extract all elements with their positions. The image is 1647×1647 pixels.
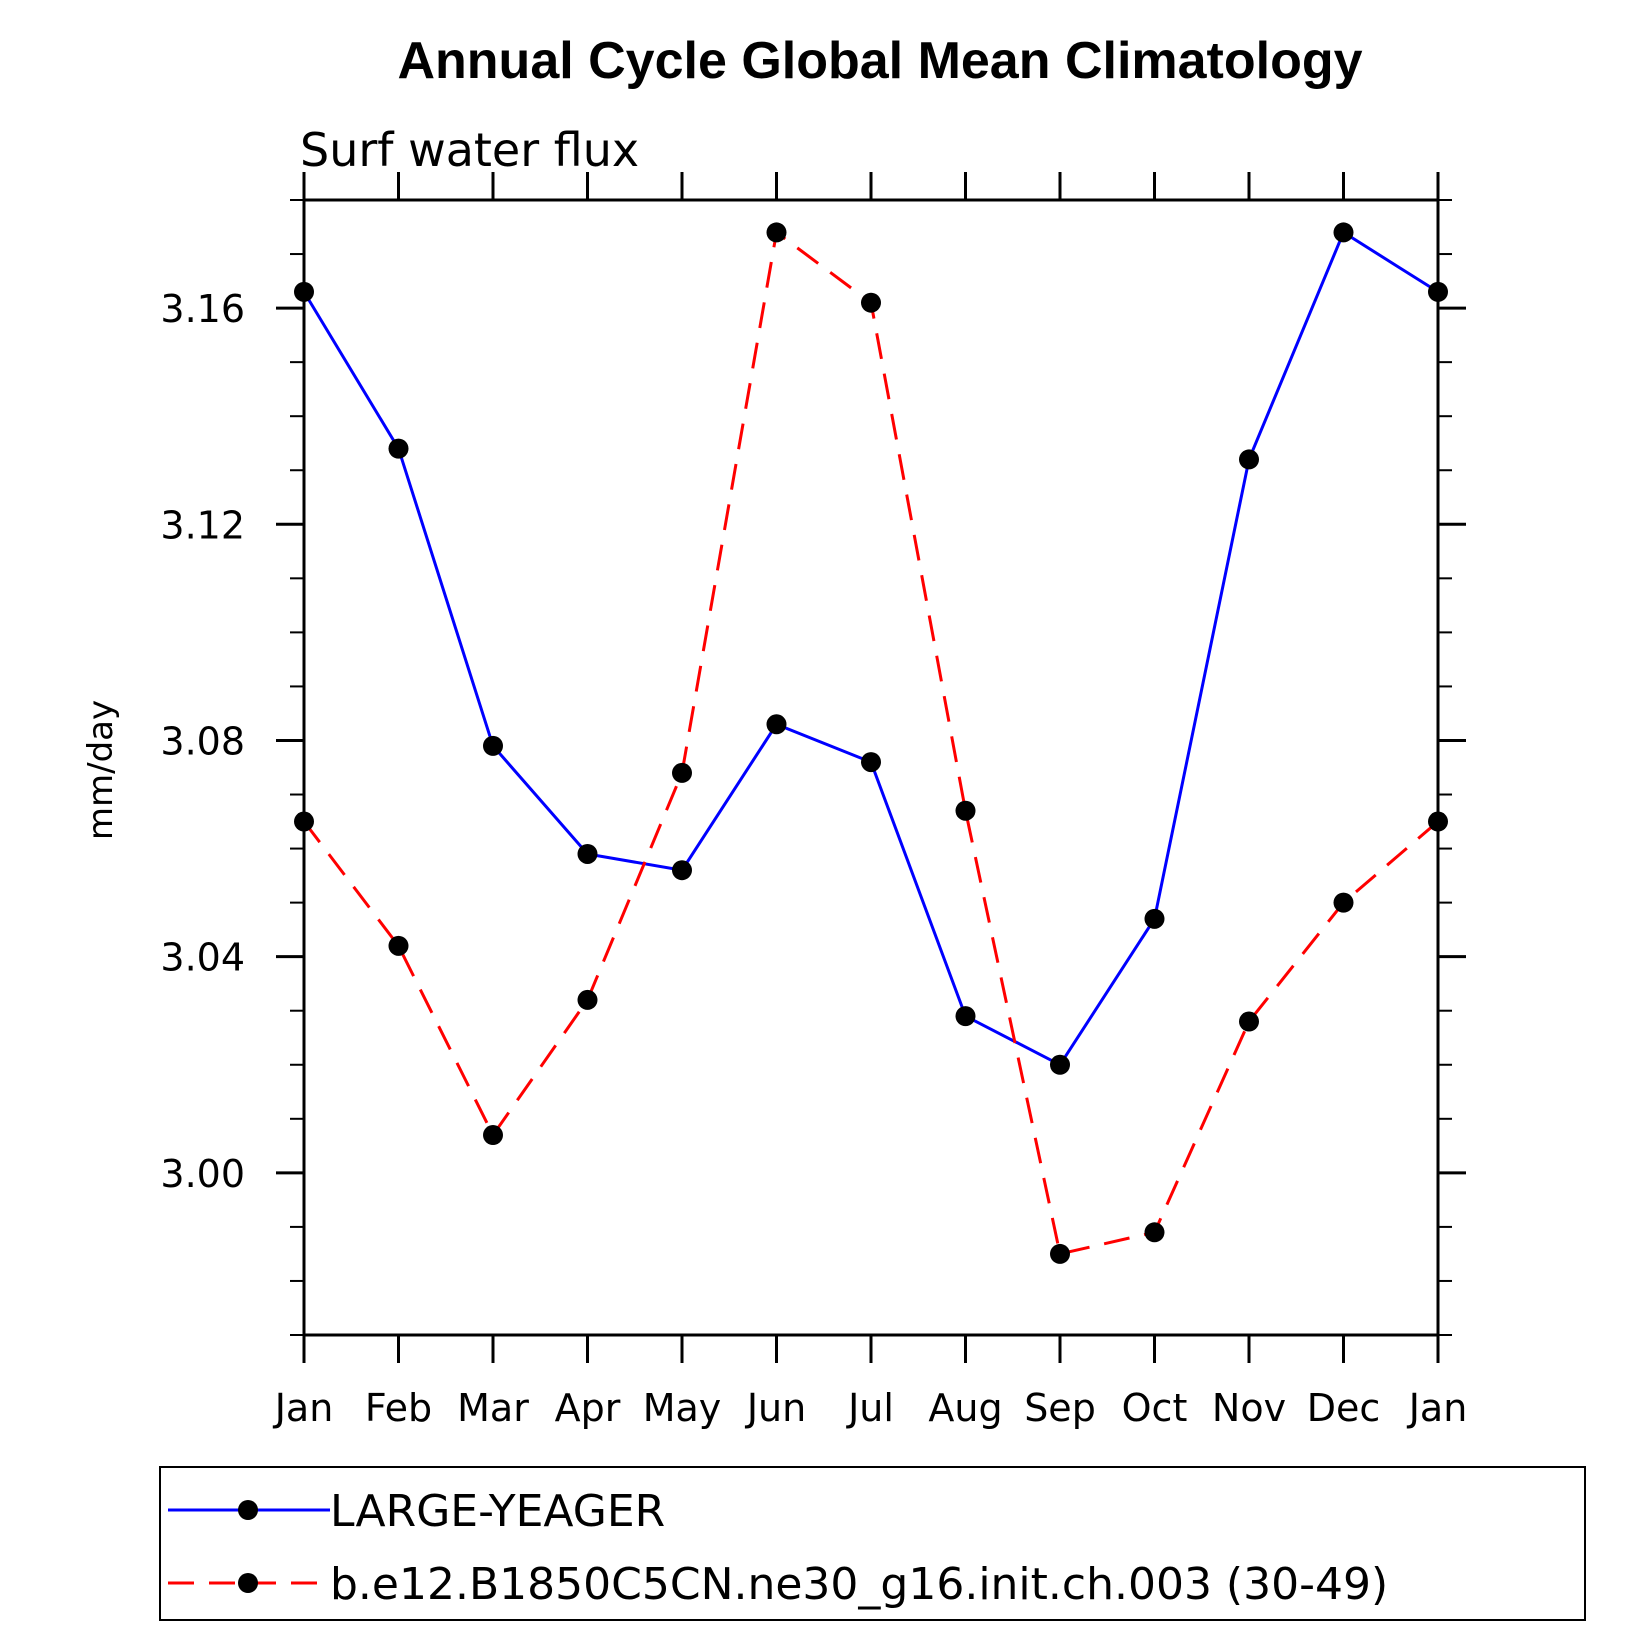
x-tick-label: Mar	[457, 1386, 529, 1430]
data-point-series-0	[388, 438, 409, 459]
data-point-series-1	[577, 989, 598, 1010]
data-point-series-0	[294, 281, 314, 302]
x-tick-label: Aug	[928, 1386, 1002, 1430]
x-tick-label: Nov	[1212, 1386, 1286, 1430]
y-axis-label: mm/day	[81, 700, 121, 840]
x-tick-label: Jan	[1407, 1386, 1468, 1430]
y-tick-label: 3.12	[160, 503, 245, 547]
data-point-series-0	[1239, 449, 1259, 470]
data-point-series-0	[1144, 908, 1165, 929]
series-points	[294, 222, 1448, 1264]
data-point-series-0	[577, 843, 598, 864]
data-point-series-1	[483, 1125, 503, 1146]
data-point-series-1	[388, 935, 409, 956]
chart-subtitle: Surf water flux	[300, 123, 639, 177]
y-tick-label: 3.08	[160, 719, 245, 763]
data-point-series-1	[1144, 1222, 1165, 1243]
data-point-series-0	[1050, 1054, 1070, 1075]
legend: LARGE-YEAGER b.e12.B1850C5CN.ne30_g16.in…	[159, 1466, 1586, 1621]
x-tick-label: Feb	[365, 1386, 432, 1430]
data-point-series-1	[955, 800, 976, 821]
x-tick-label: Apr	[555, 1386, 621, 1430]
x-tick-label: Jun	[745, 1386, 806, 1430]
data-point-series-1	[294, 811, 314, 832]
series-line-0	[302, 230, 1439, 1067]
legend-marker-model	[238, 1573, 258, 1593]
y-tick-label: 3.16	[160, 287, 245, 331]
major-ticks	[276, 172, 1466, 1363]
x-tick-label: May	[643, 1386, 722, 1430]
data-point-series-1	[1428, 811, 1448, 832]
legend-marker-large-yeager	[238, 1500, 258, 1520]
data-point-series-1	[672, 762, 692, 783]
series-line-1	[302, 229, 1439, 1256]
data-point-series-1	[766, 222, 787, 243]
x-tick-labels: Jan Feb Mar Apr May Jun Jul Aug Sep Oct Nov Dec Jan	[273, 1386, 1468, 1430]
series-lines	[302, 229, 1439, 1256]
data-point-series-1	[1333, 892, 1354, 913]
x-tick-label: Oct	[1122, 1386, 1188, 1430]
x-tick-label: Sep	[1024, 1386, 1096, 1430]
x-tick-label: Jul	[846, 1386, 894, 1430]
legend-box	[159, 1466, 1586, 1621]
legend-label-large-yeager: LARGE-YEAGER	[330, 1486, 665, 1537]
data-point-series-1	[1239, 1011, 1259, 1032]
data-point-series-0	[861, 752, 881, 773]
data-point-series-1	[861, 292, 881, 313]
data-point-series-1	[1050, 1243, 1070, 1264]
chart-title: Annual Cycle Global Mean Climatology	[397, 32, 1362, 90]
data-point-series-0	[672, 860, 692, 881]
data-point-series-0	[1333, 222, 1354, 243]
x-tick-label: Jan	[273, 1386, 334, 1430]
y-tick-label: 3.04	[160, 936, 245, 980]
data-point-series-0	[483, 735, 503, 756]
plot-frame	[302, 198, 1440, 1337]
data-point-series-0	[1428, 281, 1448, 302]
y-tick-labels: 3.00 3.04 3.08 3.12 3.16	[160, 287, 245, 1196]
legend-label-model: b.e12.B1850C5CN.ne30_g16.init.ch.003 (30…	[330, 1559, 1388, 1610]
y-tick-label: 3.00	[160, 1152, 245, 1196]
x-tick-label: Dec	[1307, 1386, 1381, 1430]
data-point-series-0	[766, 714, 787, 735]
data-point-series-0	[955, 1006, 976, 1027]
